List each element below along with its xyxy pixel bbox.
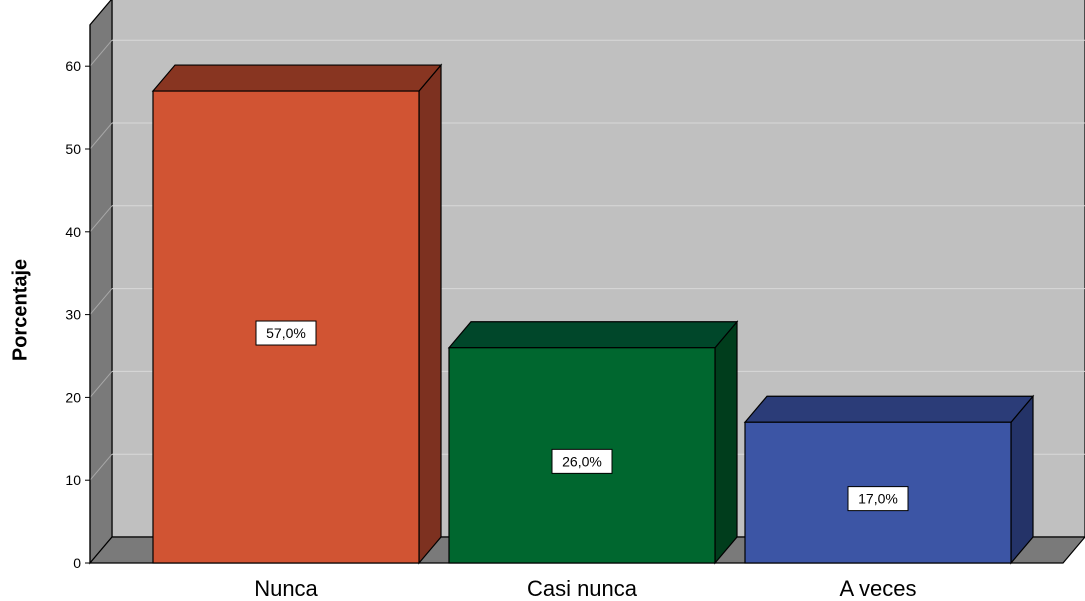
x-axis-ticks: Nunca Casi nunca A veces bbox=[254, 576, 916, 601]
data-label-box bbox=[551, 448, 613, 474]
bar-side bbox=[418, 63, 442, 565]
x-tick-label: Casi nunca bbox=[527, 576, 638, 601]
y-tick-label: 0 bbox=[73, 555, 81, 571]
y-axis-ticks: 0 10 20 30 40 50 60 bbox=[65, 24, 91, 571]
gridline-side bbox=[89, 288, 113, 315]
gridline-side bbox=[89, 453, 113, 481]
bar-nunca: 57,0% bbox=[151, 63, 443, 565]
gridline-side bbox=[89, 371, 113, 398]
y-tick-label: 40 bbox=[65, 224, 81, 240]
data-label: 26,0% bbox=[562, 453, 602, 469]
y-tick-label: 20 bbox=[65, 389, 81, 405]
x-tick-label: Nunca bbox=[254, 576, 318, 601]
bar-side bbox=[714, 320, 738, 565]
data-label-box bbox=[255, 320, 317, 346]
bars: 57,0% 26,0% 17,0% bbox=[151, 63, 1035, 565]
data-label: 57,0% bbox=[266, 325, 306, 341]
y-tick-label: 10 bbox=[65, 472, 81, 488]
x-tick-label: A veces bbox=[839, 576, 916, 601]
bar-top bbox=[151, 64, 443, 92]
y-tick-label: 30 bbox=[65, 307, 81, 323]
gridline-side bbox=[89, 39, 113, 67]
data-label: 17,0% bbox=[858, 491, 898, 507]
left-wall bbox=[89, 0, 113, 565]
bar-top bbox=[743, 395, 1035, 423]
bar-casi-nunca: 26,0% bbox=[447, 320, 739, 565]
bar-a-veces: 17,0% bbox=[743, 394, 1035, 565]
data-label-box bbox=[847, 486, 909, 512]
gridline-side bbox=[89, 205, 113, 233]
y-tick-label: 60 bbox=[65, 58, 81, 74]
bar-top bbox=[447, 321, 739, 349]
gridline-side bbox=[89, 122, 113, 150]
bar-side bbox=[1010, 394, 1034, 565]
y-tick-label: 50 bbox=[65, 141, 81, 157]
